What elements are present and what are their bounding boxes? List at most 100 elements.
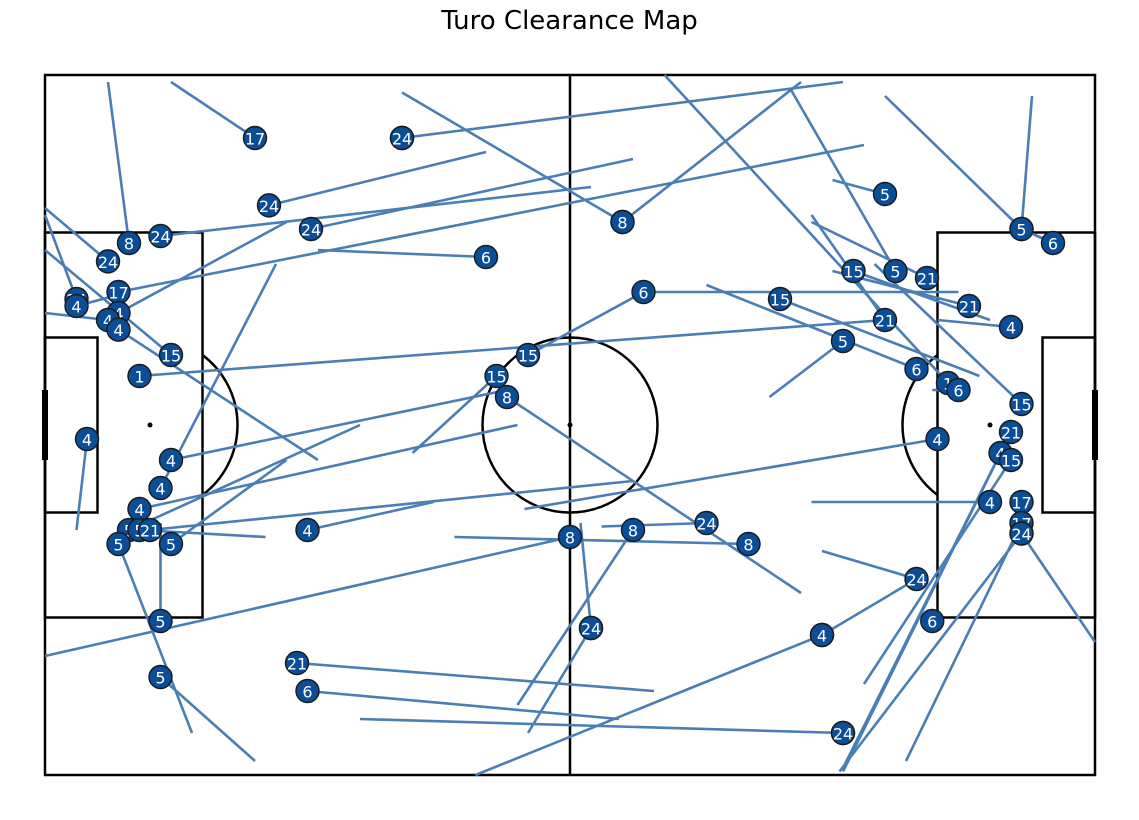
clearance-point: 21 xyxy=(872,307,898,333)
clearance-point: 21 xyxy=(914,265,940,291)
player-marker xyxy=(557,524,583,550)
player-marker xyxy=(515,342,541,368)
player-number-label: 6 xyxy=(1048,235,1058,254)
player-marker xyxy=(998,419,1024,445)
player-marker xyxy=(841,258,866,284)
player-number-label: 15 xyxy=(486,368,506,387)
clearance-line xyxy=(401,91,624,224)
clearance-line xyxy=(44,207,109,263)
player-number-label: 5 xyxy=(166,536,176,555)
player-number-label: 5 xyxy=(838,333,848,352)
clearance-point: 6 xyxy=(631,279,656,305)
player-marker xyxy=(242,125,268,151)
clearance-point: 4 xyxy=(106,317,131,342)
player-number-label: 15 xyxy=(1001,452,1021,471)
clearance-line xyxy=(841,452,1002,769)
player-number-label: 4 xyxy=(166,452,176,471)
player-number-label: 21 xyxy=(959,298,979,317)
player-marker xyxy=(116,230,142,256)
player-marker xyxy=(578,615,604,641)
clearance-line xyxy=(296,661,655,693)
player-number-label: 6 xyxy=(638,284,648,303)
clearance-point: 5 xyxy=(158,531,184,557)
player-number-label: 6 xyxy=(302,683,312,702)
clearance-point: 21 xyxy=(284,650,310,676)
player-number-label: 5 xyxy=(155,669,165,688)
clearance-line xyxy=(159,676,256,762)
clearance-line xyxy=(310,157,634,231)
clearance-point: 6 xyxy=(1040,230,1066,256)
player-marker xyxy=(1009,216,1034,242)
player-number-label: 15 xyxy=(843,263,863,282)
player-marker xyxy=(64,293,89,319)
clearance-point: 15 xyxy=(998,447,1024,473)
player-marker xyxy=(389,125,415,151)
clearance-line xyxy=(1020,95,1034,230)
player-marker xyxy=(148,475,173,501)
clearance-line xyxy=(411,375,498,454)
clearance-point: 6 xyxy=(295,678,320,704)
clearance-line xyxy=(170,458,288,546)
clearance-point: 1 xyxy=(127,363,152,389)
clearance-point: 4 xyxy=(148,475,173,501)
player-marker xyxy=(158,447,184,473)
player-number-label: 5 xyxy=(880,186,890,205)
chart-title: Turo Clearance Map xyxy=(441,6,698,36)
player-marker xyxy=(284,650,310,676)
player-marker xyxy=(148,664,173,690)
clearance-line xyxy=(170,388,508,462)
clearance-point: 6 xyxy=(946,377,971,403)
player-marker xyxy=(484,363,509,389)
clearance-line xyxy=(307,500,434,532)
player-marker xyxy=(473,244,499,270)
clearance-point: 15 xyxy=(484,363,509,389)
player-number-label: 8 xyxy=(565,529,575,548)
player-number-label: 6 xyxy=(953,382,963,401)
clearance-point: 24 xyxy=(389,125,415,151)
clearance-line xyxy=(159,263,278,489)
player-marker xyxy=(920,608,945,634)
clearance-point: 24 xyxy=(256,193,282,218)
player-number-label: 5 xyxy=(113,536,123,555)
clearance-point: 24 xyxy=(904,566,929,592)
player-marker xyxy=(977,489,1003,515)
player-number-label: 21 xyxy=(875,312,895,331)
player-number-label: 4 xyxy=(817,627,827,646)
clearance-line xyxy=(810,220,928,280)
player-marker xyxy=(956,293,982,319)
clearance-line xyxy=(139,423,518,511)
left-penalty-spot xyxy=(147,422,153,428)
player-marker xyxy=(620,517,646,543)
clearance-line xyxy=(307,689,620,721)
clearance-line xyxy=(601,521,707,528)
clearance-line xyxy=(170,80,256,140)
clearance-point: 6 xyxy=(904,356,929,382)
player-marker xyxy=(95,249,121,274)
player-marker xyxy=(610,209,635,235)
player-number-label: 17 xyxy=(1011,494,1031,513)
player-marker xyxy=(298,216,324,242)
clearance-point: 15 xyxy=(158,342,184,368)
clearance-line xyxy=(789,88,897,272)
clearance-point: 5 xyxy=(148,608,173,634)
clearance-line xyxy=(117,328,319,462)
player-marker xyxy=(883,258,908,284)
clearance-point: 8 xyxy=(557,524,583,550)
clearance-line xyxy=(43,214,78,300)
clearance-line xyxy=(118,143,865,294)
player-marker xyxy=(494,384,520,410)
player-marker xyxy=(830,328,856,354)
left-six-yard-box xyxy=(43,336,99,514)
player-number-label: 24 xyxy=(301,221,321,240)
clearance-point: 24 xyxy=(578,615,604,641)
player-number-label: 15 xyxy=(1011,396,1031,415)
clearance-line xyxy=(706,283,917,371)
player-marker xyxy=(158,531,184,557)
player-marker xyxy=(137,517,163,543)
player-marker xyxy=(998,447,1024,473)
player-number-label: 24 xyxy=(1011,525,1031,544)
player-number-label: 24 xyxy=(581,620,601,639)
clearance-point: 21 xyxy=(998,419,1024,445)
clearance-point: 24 xyxy=(148,223,173,249)
clearance-line xyxy=(317,248,487,259)
